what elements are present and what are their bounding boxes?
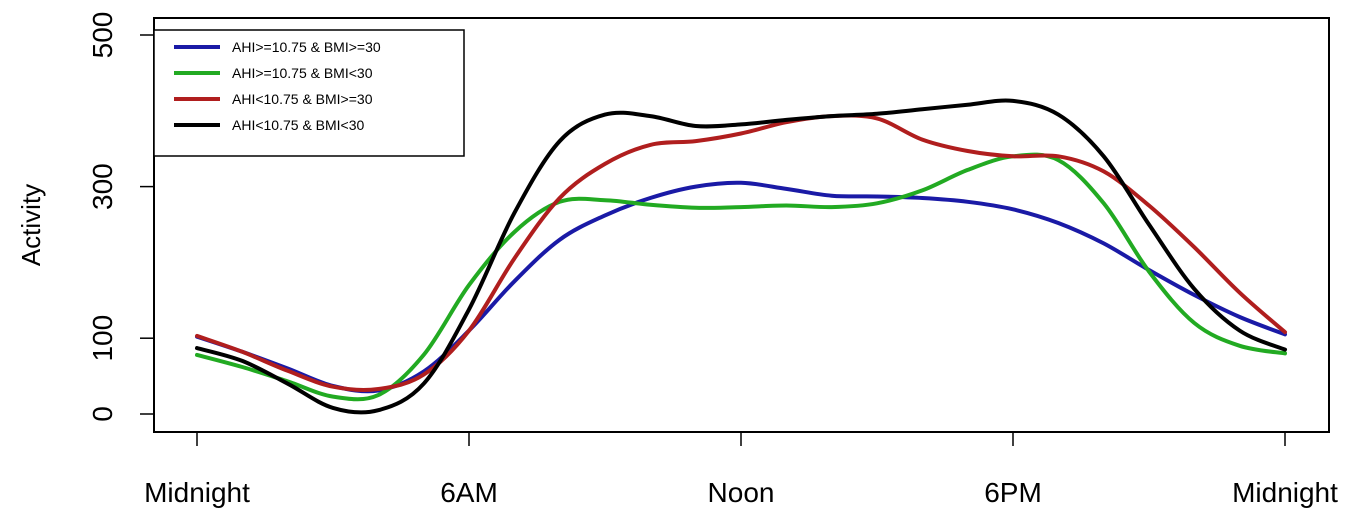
legend-label-3: AHI<10.75 & BMI>=30 bbox=[232, 91, 373, 107]
legend-label-1: AHI>=10.75 & BMI>=30 bbox=[232, 39, 381, 55]
x-tick-label: Midnight bbox=[1232, 477, 1338, 508]
series-line-3 bbox=[195, 113, 1287, 392]
legend: AHI>=10.75 & BMI>=30 AHI>=10.75 & BMI<30 A… bbox=[153, 29, 465, 157]
y-axis: 0 100 300 500 bbox=[87, 12, 155, 422]
series-lines bbox=[195, 98, 1287, 415]
legend-label-4: AHI<10.75 & BMI<30 bbox=[232, 117, 365, 133]
x-tick-label: Noon bbox=[708, 477, 775, 508]
x-tick-label: 6PM bbox=[984, 477, 1042, 508]
series-line-2 bbox=[195, 152, 1287, 402]
x-tick-label: 6AM bbox=[440, 477, 498, 508]
y-tick-label: 300 bbox=[87, 163, 118, 210]
series-line-1 bbox=[195, 180, 1287, 394]
x-tick-label: Midnight bbox=[144, 477, 250, 508]
legend-box bbox=[153, 29, 465, 157]
y-tick-label: 500 bbox=[87, 12, 118, 59]
y-tick-label: 100 bbox=[87, 315, 118, 362]
y-tick-label: 0 bbox=[87, 406, 118, 422]
series-line-4 bbox=[195, 98, 1287, 415]
legend-label-2: AHI>=10.75 & BMI<30 bbox=[232, 65, 373, 81]
x-axis: Midnight 6AM Noon 6PM Midnight bbox=[144, 431, 1338, 508]
y-axis-title: Activity bbox=[16, 184, 46, 266]
